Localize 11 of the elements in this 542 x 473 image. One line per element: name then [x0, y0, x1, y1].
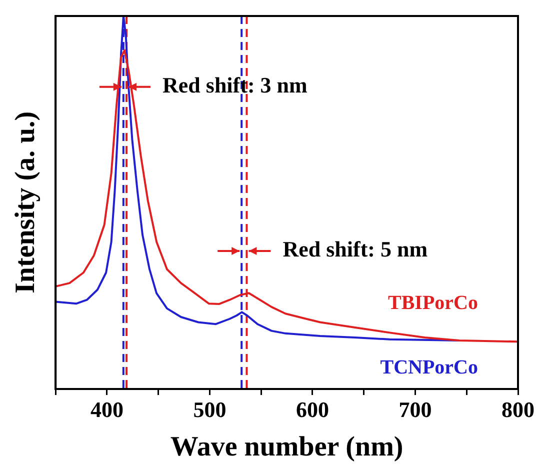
x-tick-label: 700: [398, 396, 432, 422]
annotation: Red shift: 5 nm: [282, 236, 428, 262]
y-axis-title: Intensity (a. u.): [10, 111, 42, 294]
x-tick-label: 600: [296, 396, 329, 422]
x-tick-label: 500: [193, 396, 226, 422]
x-tick-label: 800: [502, 396, 534, 422]
x-axis-title: Wave number (nm): [170, 431, 404, 462]
annotation: Red shift: 3 nm: [162, 72, 308, 98]
series-label: TBIPorCo: [388, 292, 478, 314]
series-label: TCNPorCo: [380, 356, 478, 379]
x-tick-label: 400: [90, 396, 124, 422]
